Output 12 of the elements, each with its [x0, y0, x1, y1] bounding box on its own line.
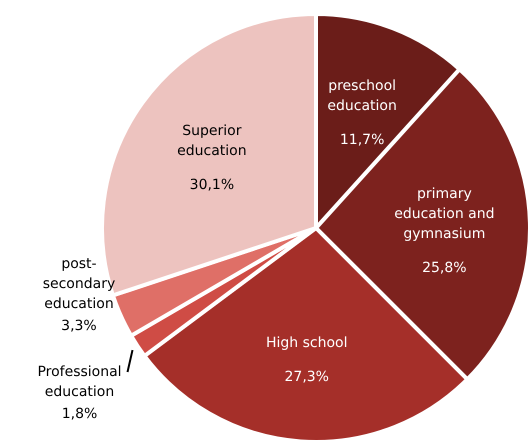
data-label: 25,8% [422, 260, 467, 276]
slice-label: preschool education [327, 78, 397, 114]
data-label: 1,8% [62, 406, 98, 422]
data-label: 30,1% [190, 176, 234, 193]
slice-label: post-secondary education [42, 256, 116, 312]
slice-label: High school [266, 335, 348, 352]
data-label: 27,3% [284, 369, 329, 386]
slice-label: primary education and gymnasium [394, 186, 494, 242]
slice-label: Superior education [177, 122, 247, 159]
data-label: 3,3% [61, 318, 97, 334]
slice-label: Professional education [37, 364, 122, 400]
data-label: 11,7% [340, 132, 384, 148]
